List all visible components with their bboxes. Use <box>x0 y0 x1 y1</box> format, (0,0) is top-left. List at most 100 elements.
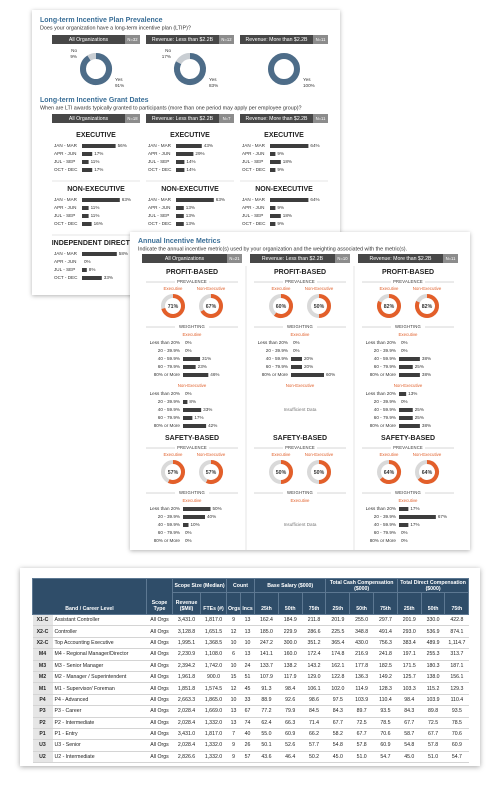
insufficient-data: Insufficient Data <box>284 522 317 527</box>
bar <box>270 206 276 210</box>
donut-value: 91% <box>115 83 124 88</box>
range-label: 20 - 39.9% <box>374 399 396 404</box>
table-cell: 114.9 <box>349 682 374 695</box>
bar-value: 16% <box>94 221 103 226</box>
column-header: FTEs (#) <box>200 592 228 615</box>
role-label: Executive <box>379 452 399 457</box>
segment-n: N=21 <box>229 256 240 261</box>
table-cell: 125.7 <box>397 671 422 684</box>
bar-value: 0% <box>401 530 408 535</box>
table-cell: 141.1 <box>254 648 279 661</box>
table-cell: 13 <box>240 625 255 638</box>
table-cell: 2,028.4 <box>172 739 201 752</box>
bar <box>82 252 117 256</box>
bar <box>183 373 209 377</box>
bar <box>176 206 184 210</box>
group-header: Base Salary ($000) <box>254 578 327 593</box>
segment-name: Revenue: Less than $2.2B <box>152 116 214 122</box>
table-cell: 45.0 <box>397 751 422 764</box>
column-header: 25th <box>254 592 279 615</box>
bar <box>270 168 276 172</box>
period-label: JUL - SEP <box>54 159 75 164</box>
table-cell: 70.6 <box>373 728 398 741</box>
bar-value: 46% <box>210 372 219 377</box>
column-header: 50th <box>420 592 446 615</box>
period-label: JUL - SEP <box>54 213 75 218</box>
table-cell: 52.6 <box>278 739 303 752</box>
metric-name: SAFETY-BASED <box>381 435 435 442</box>
table-cell: 171.5 <box>397 660 422 672</box>
period-label: JUL - SEP <box>242 159 263 164</box>
range-label: 60 - 79.9% <box>266 364 288 369</box>
table-cell: 1,851.8 <box>172 682 201 695</box>
bar <box>82 198 120 202</box>
table-cell: 10 <box>226 693 241 707</box>
bar <box>270 152 276 156</box>
period-label: APR - JUN <box>242 205 264 210</box>
period-label: APR - JUN <box>54 151 76 156</box>
donut-segment <box>379 460 401 484</box>
donut-segment <box>280 460 293 484</box>
table-cell: 7 <box>226 728 241 741</box>
group-header: Total Direct Compensation ($000) <box>396 578 470 593</box>
segment-name: All Organizations <box>165 256 205 262</box>
bar <box>82 152 93 156</box>
table-cell: P4 - Advanced <box>52 693 147 707</box>
donut-segment <box>174 53 206 85</box>
table-cell: All Orgs <box>146 671 173 684</box>
donut-segment <box>318 460 331 484</box>
column-header: Scope Type <box>146 578 174 615</box>
table-cell: U2 <box>32 751 53 764</box>
donut-value: 50% <box>314 470 325 476</box>
table-cell: 489.9 <box>421 637 445 650</box>
period-label: APR - JUN <box>54 259 76 264</box>
role-label: Executive <box>290 498 310 503</box>
period-label: APR - JUN <box>242 151 264 156</box>
segment-n: N=10 <box>337 256 348 261</box>
header-row: Band / Career Level Scope Type Scope Size … <box>31 578 470 615</box>
n-badge <box>335 254 350 263</box>
table-cell: 162.4 <box>254 614 279 627</box>
table-cell: 50.1 <box>254 739 279 752</box>
bar-value: 0% <box>185 340 192 345</box>
table-row: U2 U2 - Intermediate All Orgs 2,826.6 1,332.… <box>32 751 469 764</box>
bar <box>82 214 89 218</box>
metric-name: SAFETY-BASED <box>273 435 327 442</box>
bar-value: 23% <box>198 364 207 369</box>
sub-heading: WEIGHTING <box>395 490 421 495</box>
period-label: JUL - SEP <box>242 213 263 218</box>
table-cell: 156.1 <box>444 671 469 684</box>
table-cell: 102.0 <box>325 682 350 695</box>
table-cell: 54.8 <box>397 739 422 752</box>
role-label: Executive <box>271 286 291 291</box>
table-cell: 51 <box>240 671 255 684</box>
table-cell: 98.4 <box>397 693 422 707</box>
table-cell: 57 <box>240 751 255 764</box>
table-cell: 128.3 <box>373 682 398 695</box>
table-cell: 255.3 <box>421 648 445 661</box>
donut-segment <box>377 294 401 318</box>
bar-value: 17% <box>410 506 419 511</box>
n-badge <box>313 114 328 123</box>
period-label: OCT - DEC <box>54 221 78 226</box>
table-cell: 536.9 <box>421 625 445 638</box>
donut-value: 82% <box>384 304 395 310</box>
bar-value: 20% <box>304 364 313 369</box>
bar <box>183 365 196 369</box>
bar <box>399 365 413 369</box>
role-label: Non-Executive <box>197 452 226 457</box>
table-cell: 149.2 <box>373 671 398 684</box>
table-row: P4 P4 - Advanced All Orgs 2,663.3 1,865.0 10 3… <box>32 693 469 707</box>
bar-value: 17% <box>94 151 103 156</box>
table-cell: M2 - Manager / Superintendent <box>52 671 147 684</box>
table-cell: 67 <box>240 705 255 718</box>
table-cell: 185.0 <box>254 625 279 638</box>
bar-value: 0% <box>84 259 91 264</box>
column-header: Incs <box>240 592 256 615</box>
donut-segment <box>161 294 185 318</box>
group-name: NON-EXECUTIVE <box>255 186 313 193</box>
table-cell: 3,431.0 <box>172 614 201 627</box>
table-cell: 40 <box>240 728 255 741</box>
bar <box>399 416 413 420</box>
table-cell: 182.5 <box>373 660 398 672</box>
